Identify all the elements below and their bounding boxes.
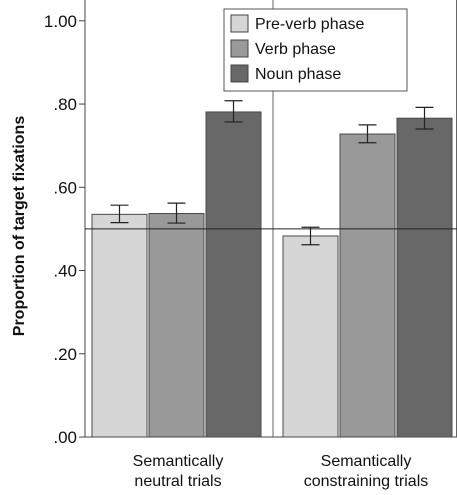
y-tick-label-0: .00: [53, 428, 77, 447]
category-label-0-line-0: Semantically: [133, 453, 224, 470]
x-axis: Semantically neutral trials Semantically co…: [133, 453, 429, 490]
bar-2-1: [396, 117, 453, 438]
bar-2-0: [205, 111, 262, 438]
legend-swatch-2: [230, 64, 249, 83]
legend-label-2: Noun phase: [255, 66, 341, 83]
bar-0-1: [282, 235, 339, 438]
y-tick-label-4: .80: [53, 95, 77, 114]
error-bars-group: [110, 100, 434, 246]
legend-label-0: Pre-verb phase: [255, 16, 364, 33]
y-tick-label-5: 1.00: [44, 12, 77, 31]
legend-box: [223, 8, 408, 92]
legend-label-1: Verb phase: [255, 41, 336, 58]
bar-1-1: [339, 133, 396, 438]
category-label-0-line-1: neutral trials: [134, 473, 221, 490]
category-label-1-line-1: constraining trials: [304, 473, 429, 490]
y-tick-label-1: .20: [53, 345, 77, 364]
bar-1-0: [148, 213, 205, 438]
y-axis-title: Proportion of target fixations: [11, 116, 28, 337]
legend-swatch-0: [230, 14, 249, 33]
bar-0-0: [91, 213, 148, 438]
legend: Pre-verb phase Verb phase Noun phase: [223, 8, 408, 92]
y-tick-label-3: .60: [53, 178, 77, 197]
y-tick-label-2: .40: [53, 262, 77, 281]
bars-group: [91, 111, 453, 438]
category-label-1-line-0: Semantically: [321, 453, 412, 470]
legend-swatch-1: [230, 39, 249, 58]
y-axis: .00 .20 .40 .60 .80 1.00: [44, 12, 85, 447]
